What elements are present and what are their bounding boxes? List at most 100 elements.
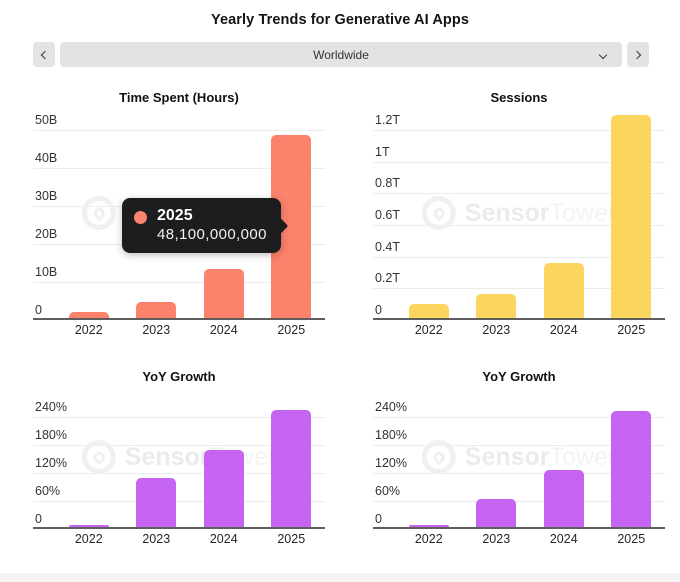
- bar-cell: [598, 108, 666, 318]
- region-select[interactable]: Worldwide: [60, 42, 622, 67]
- bar-cell: [598, 387, 666, 527]
- y-tick-label: 1.2T: [375, 113, 401, 127]
- y-tick-label: 1T: [375, 144, 390, 159]
- x-tick-label: 2023: [142, 532, 171, 546]
- next-region-button[interactable]: [627, 42, 649, 67]
- gridline: [33, 130, 325, 131]
- bar-cell: [55, 387, 123, 527]
- bar-2023[interactable]: [136, 478, 177, 527]
- x-tick-label: 2023: [482, 323, 511, 337]
- bar-cell: [55, 108, 123, 318]
- chart-tooltip: 2025 48,100,000,000: [122, 198, 289, 253]
- bar-2023[interactable]: [476, 294, 517, 318]
- chart-yoy-growth-sessions: YoY Growth SensorTower 240% 180% 120% 60% 0 …: [340, 349, 680, 546]
- bar-cell: [190, 108, 258, 318]
- y-tick-label: 0.2T: [375, 271, 401, 286]
- y-tick-label: 10B: [35, 265, 58, 279]
- bar-cell: [123, 387, 191, 527]
- gridline: [373, 225, 665, 226]
- x-axis-labels: 2022 2023 2024 2025: [395, 532, 665, 546]
- y-tick-label: 0.4T: [375, 239, 401, 254]
- bar-2025[interactable]: [611, 115, 652, 318]
- plot-area: SensorTower 240%180%120%60%0: [373, 387, 665, 529]
- y-tick-label: 20B: [35, 227, 58, 241]
- bar-2025[interactable]: [271, 410, 312, 527]
- bar-2024[interactable]: [543, 470, 584, 527]
- plot-area: SensorTower 1.2T 1T 0.8T 0.6T 0.4T 0.2T 0: [373, 108, 665, 320]
- chevron-down-icon: [598, 50, 608, 60]
- gridline: [33, 282, 325, 283]
- bar-2025[interactable]: [611, 411, 652, 527]
- y-tick-label: 0: [35, 512, 42, 526]
- x-tick-label: 2022: [414, 323, 443, 337]
- bar-2022[interactable]: [408, 303, 449, 318]
- gridline: [373, 161, 665, 163]
- y-tick-label: 30B: [35, 189, 58, 203]
- gridline: [33, 417, 325, 418]
- chart-sessions: Sessions SensorTower 1.2T 1T 0.8T 0.6T 0.4T 0…: [340, 80, 680, 337]
- x-axis-labels: 2022 2023 2024 2025: [395, 323, 665, 337]
- bar-2023[interactable]: [476, 499, 517, 527]
- tooltip-year: 2025: [157, 207, 193, 224]
- y-tick-label: 180%: [35, 428, 67, 442]
- bar-cell: [530, 108, 598, 318]
- y-tick-label: 60%: [375, 484, 401, 498]
- bar-cell: [530, 387, 598, 527]
- x-tick-label: 2024: [209, 323, 238, 337]
- chart-title: YoY Growth: [482, 369, 556, 384]
- chart-title: Sessions: [490, 90, 548, 105]
- bars: [395, 108, 665, 318]
- x-tick-label: 2022: [74, 532, 103, 546]
- x-tick-label: 2022: [74, 323, 103, 337]
- x-tick-label: 2022: [414, 532, 443, 546]
- series-dot-icon: [134, 211, 147, 224]
- y-tick-label: 40B: [35, 151, 58, 165]
- plot-area: SensorTower 240%180%120%60%0: [33, 387, 325, 529]
- gridline: [33, 473, 325, 474]
- gridline: [373, 445, 665, 446]
- bar-cell: [395, 108, 463, 318]
- gridline: [373, 256, 665, 258]
- y-tick-label: 0.8T: [375, 176, 401, 191]
- bar-2022[interactable]: [68, 525, 109, 527]
- page-title: Yearly Trends for Generative AI Apps: [211, 12, 469, 28]
- bar-2024[interactable]: [203, 268, 244, 318]
- gridline: [373, 417, 665, 418]
- y-tick-label: 0: [35, 303, 42, 317]
- bar-cell: [463, 108, 531, 318]
- y-tick-label: 0: [375, 303, 382, 317]
- bar-cell: [190, 387, 258, 527]
- y-tick-label: 50B: [35, 113, 58, 127]
- bars: [55, 387, 325, 527]
- chart-time-spent: Time Spent (Hours) SensorTower 50B40B30B…: [0, 80, 340, 337]
- bar-2024[interactable]: [543, 262, 584, 318]
- charts-grid: Time Spent (Hours) SensorTower 50B40B30B…: [0, 80, 680, 546]
- bars: [395, 387, 665, 527]
- y-tick-label: 240%: [35, 400, 67, 414]
- gridline: [33, 501, 325, 502]
- y-tick-label: 0: [375, 512, 382, 526]
- chart-yoy-growth-time-spent: YoY Growth SensorTower 240%180%120%60%0 …: [0, 349, 340, 546]
- region-select-value: Worldwide: [313, 47, 369, 62]
- y-tick-label: 0.6T: [375, 208, 401, 222]
- bar-2022[interactable]: [68, 311, 109, 318]
- y-tick-label: 120%: [35, 456, 67, 470]
- bar-cell: [123, 108, 191, 318]
- bar-2024[interactable]: [203, 450, 244, 527]
- x-axis-labels: 2022 2023 2024 2025: [55, 323, 325, 337]
- gridline: [373, 130, 665, 131]
- chart-title: YoY Growth: [142, 369, 216, 384]
- gridline: [33, 445, 325, 446]
- prev-region-button[interactable]: [33, 42, 55, 67]
- x-tick-label: 2024: [209, 532, 238, 546]
- x-tick-label: 2024: [549, 323, 578, 337]
- gridline: [373, 288, 665, 290]
- bar-2023[interactable]: [136, 301, 177, 318]
- chevron-right-icon: [632, 50, 642, 59]
- bar-2022[interactable]: [408, 525, 449, 527]
- bar-cell: [395, 387, 463, 527]
- x-tick-label: 2024: [549, 532, 578, 546]
- x-tick-label: 2025: [617, 532, 646, 546]
- y-tick-label: 120%: [375, 456, 407, 470]
